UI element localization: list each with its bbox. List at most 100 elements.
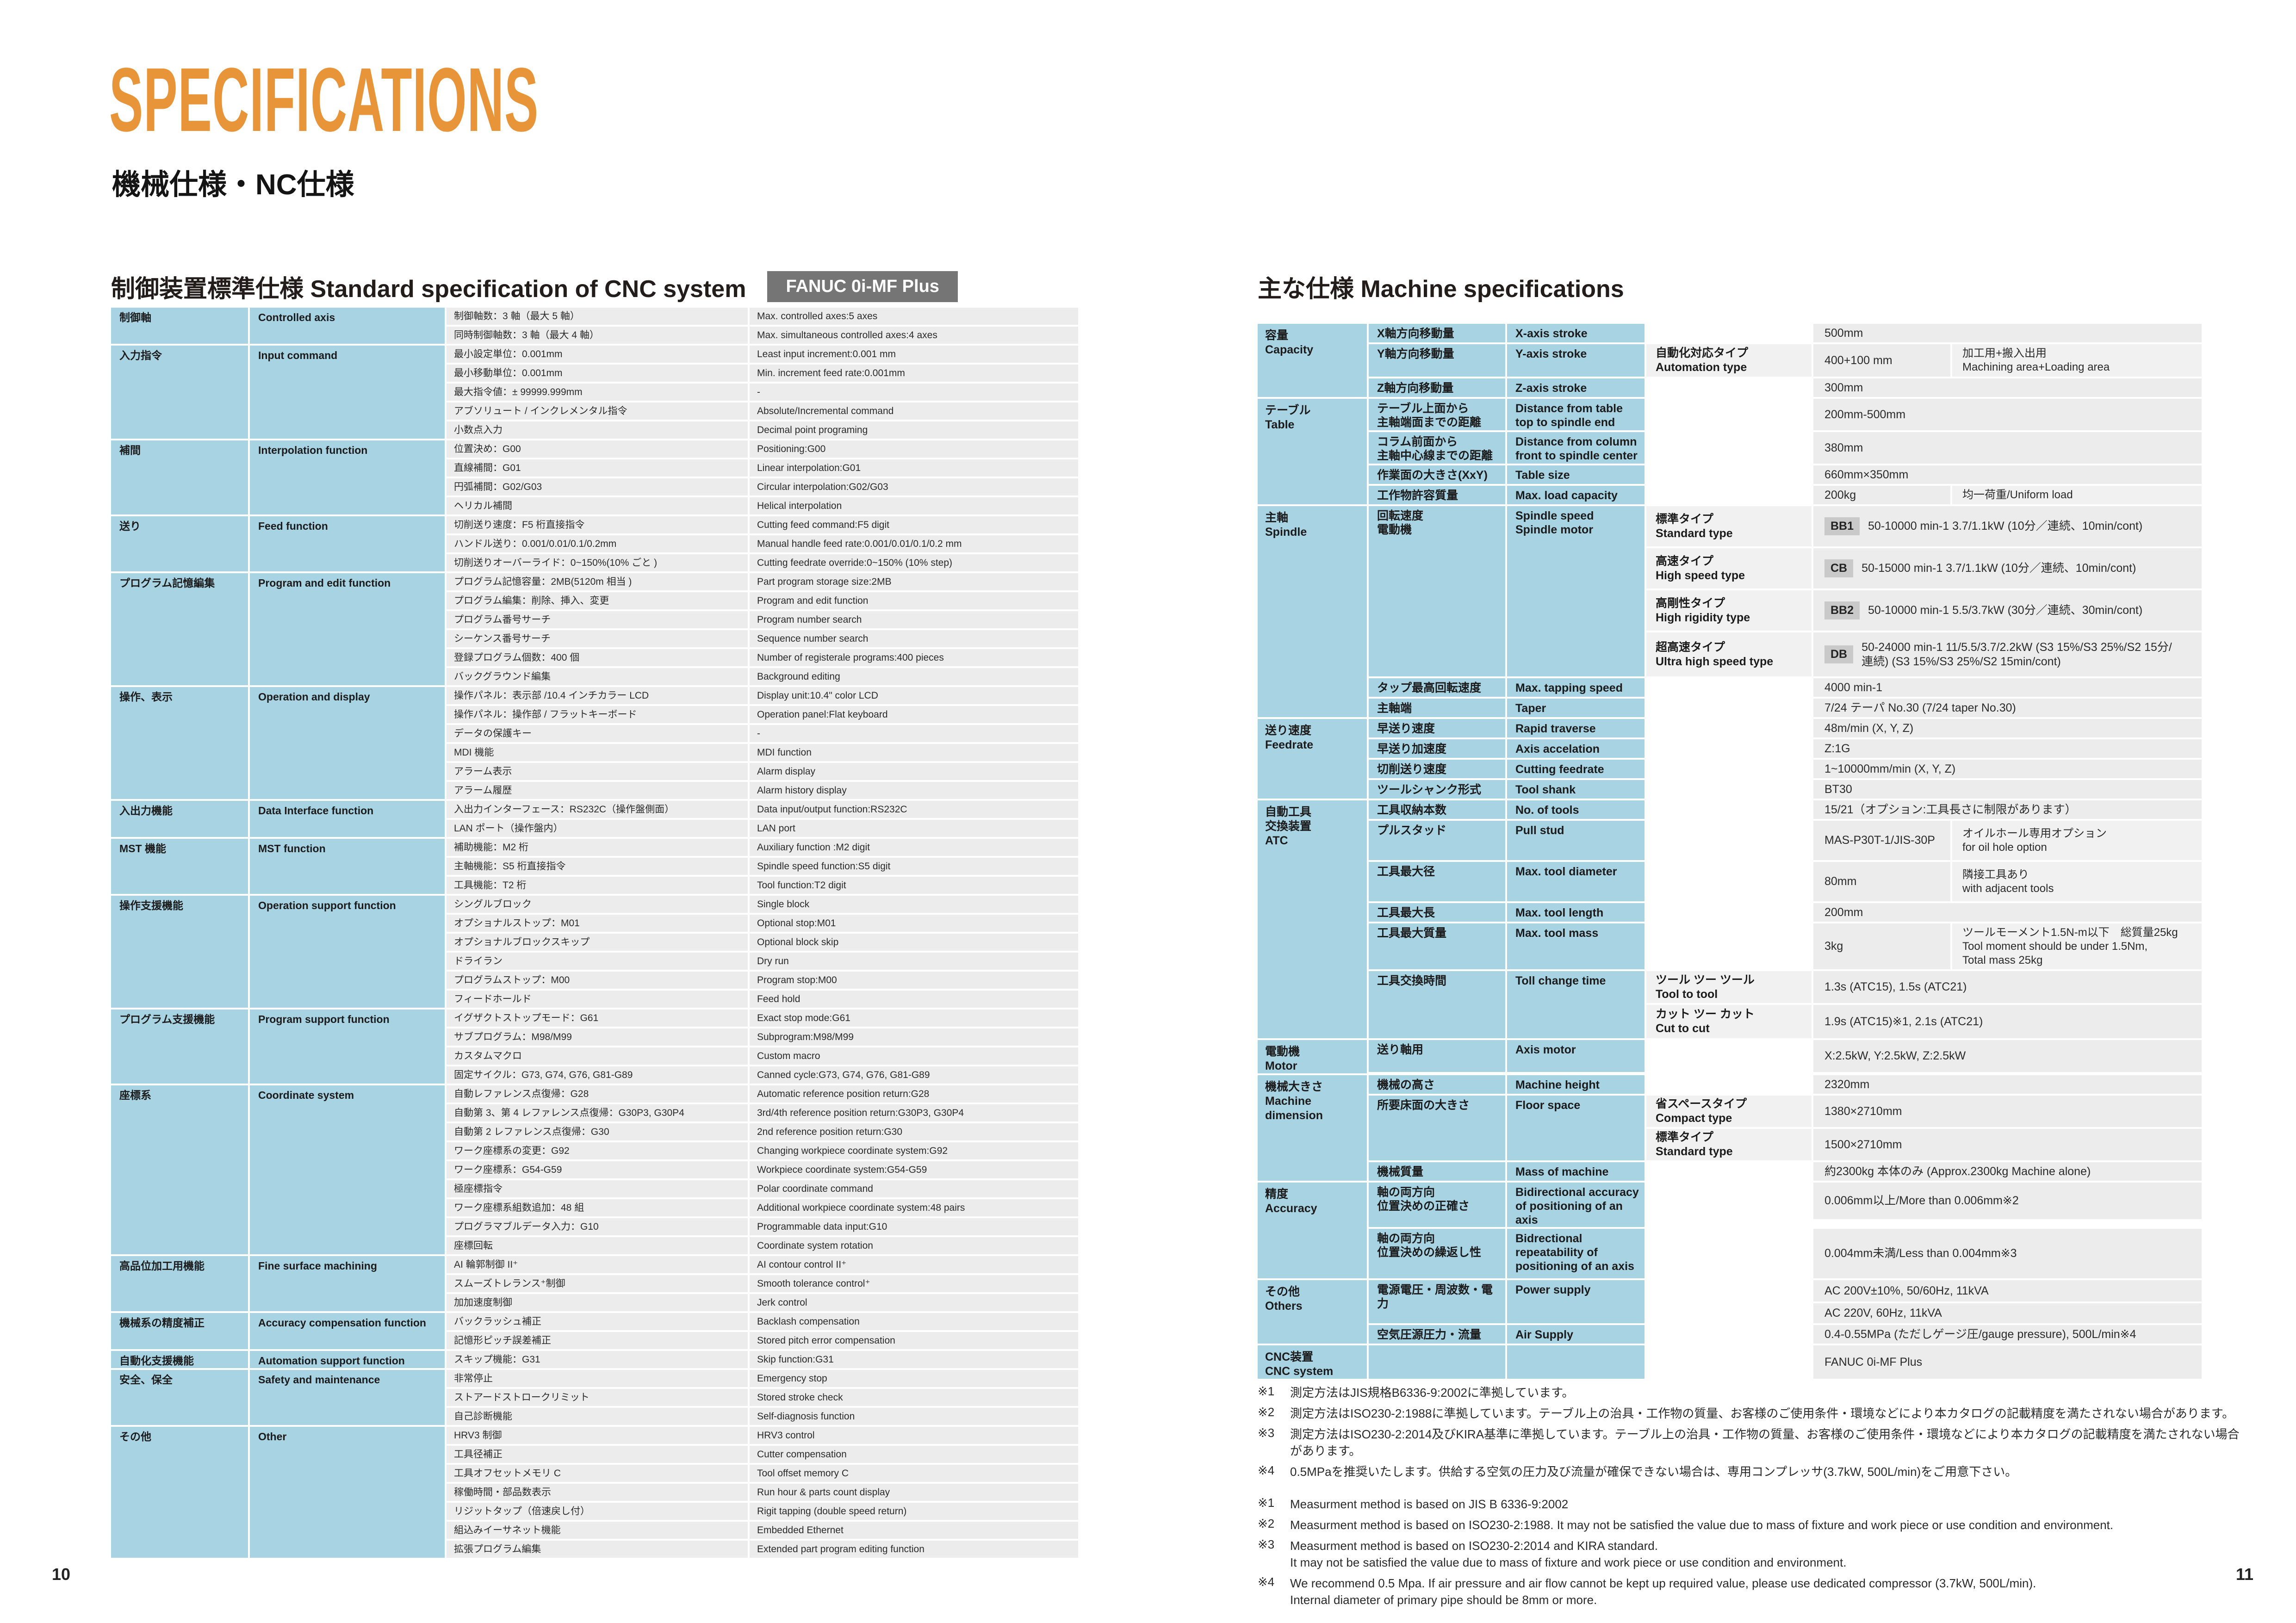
footnote-line: ※4 We recommend 0.5 Mpa. If air pressure …	[1258, 1575, 2243, 1608]
spec-row: アラーム履歴 Alarm history display	[447, 782, 1078, 799]
spec-label-jp: プログラム記憶容量：2MB(5120m 相当 )	[447, 573, 750, 590]
spec-label-en: Stored pitch error compensation	[750, 1332, 1078, 1349]
note-cell: 加工用+搬入出用 Machining area+Loading area	[1952, 344, 2202, 377]
spec-label-jp: アラーム履歴	[447, 782, 750, 799]
footnote-text: 0.5MPaを推奨いたします。供給する空気の圧力及び流量が確保できない場合は、専…	[1290, 1465, 2017, 1479]
footnote-text: 測定方法はISO230-2:2014及びKIRA基準に準拠しています。テーブル上…	[1290, 1427, 2240, 1458]
spec-value-text: 1.9s (ATC15)※1, 2.1s (ATC21)	[1824, 1015, 1983, 1028]
spec-label-en: Circular interpolation:G02/G03	[750, 478, 1078, 496]
subitem-label-jp: 主軸端	[1369, 699, 1507, 717]
machine-spec-value-row: 標準タイプ Standard type BB1 50-10000 min-1 3.7…	[1646, 506, 2202, 546]
machine-spec-row: 送り軸用 Axis motor X:2.5kW, Y:2.5kW, Z:2.5kW	[1369, 1040, 2202, 1072]
machine-spec-row: Y軸方向移動量 Y-axis stroke 自動化対応タイプ Automation …	[1369, 344, 2202, 377]
spec-value-text: Z:1G	[1824, 742, 1850, 755]
spec-label-jp: 工具径補正	[447, 1446, 750, 1463]
spec-row: オプショナルブロックスキップ Optional block skip	[447, 934, 1078, 951]
subitem-label-jp: 早送り速度	[1369, 719, 1507, 737]
spec-row: サブプログラム：M98/M99 Subprogram:M98/M99	[447, 1028, 1078, 1046]
value-cell: 0.006mm以上/More than 0.006mm※2	[1813, 1183, 2202, 1219]
spec-value-text: 1380×2710mm	[1824, 1104, 1902, 1118]
machine-category-jp: 主軸	[1265, 511, 1289, 524]
machine-spec-value-row: 1~10000mm/min (X, Y, Z)	[1646, 760, 2202, 778]
cnc-spec-rows: プログラム記憶容量：2MB(5120m 相当 ) Part program sto…	[447, 573, 1078, 685]
spec-value-text: 50-24000 min-1 11/5.5/3.7/2.2kW (S3 15%/…	[1862, 640, 2172, 668]
subitem-label-jp: タップ最高回転速度	[1369, 678, 1507, 697]
subitem-label-jp: Z軸方向移動量	[1369, 378, 1507, 397]
subitem-label-jp: テーブル上面から 主軸端面までの距離	[1369, 399, 1507, 430]
spindle-type-badge: DB	[1824, 645, 1854, 663]
spec-label-jp: スムーズトレランス⁺制御	[447, 1275, 750, 1292]
value-cell: 0.4-0.55MPa (ただしゲージ圧/gauge pressure), 50…	[1813, 1325, 2202, 1344]
cnc-spec-group: プログラム記憶編集 Program and edit function プログラム記…	[111, 573, 1078, 685]
cnc-spec-rows: HRV3 制御 HRV3 control 工具径補正 Cutter compensat…	[447, 1427, 1078, 1558]
spec-label-jp: 切削送り速度：F5 桁直接指令	[447, 516, 750, 533]
machine-spec-value-row: 省スペースタイプ Compact type 1380×2710mm	[1646, 1096, 2202, 1127]
category-label-en: Safety and maintenance	[250, 1370, 447, 1425]
spec-label-jp: 記憶形ピッチ誤差補正	[447, 1332, 750, 1349]
machine-spec-value-row: FANUC 0i-MF Plus	[1646, 1345, 2202, 1379]
spec-label-jp: HRV3 制御	[447, 1427, 750, 1444]
machine-spec-table: 容量 Capacity X軸方向移動量 X-axis stroke 500mm Y軸方向移…	[1258, 324, 2202, 1381]
spec-value-text: 1500×2710mm	[1824, 1138, 1902, 1151]
footnote-line: ※4 0.5MPaを推奨いたします。供給する空気の圧力及び流量が確保できない場合は…	[1258, 1463, 2243, 1480]
spec-label-en: Custom macro	[750, 1047, 1078, 1065]
spec-label-en: Subprogram:M98/M99	[750, 1028, 1078, 1046]
cnc-spec-rows: 制御軸数：3 軸（最大 5 軸） Max. controlled axes:5 a…	[447, 308, 1078, 344]
footnote-mark: ※3	[1258, 1426, 1275, 1440]
spec-value-text: AC 220V, 60Hz, 11kVA	[1824, 1307, 1942, 1319]
value-cell: FANUC 0i-MF Plus	[1813, 1345, 2202, 1379]
subitem-label-jp: 軸の両方向 位置決めの正確さ	[1369, 1183, 1507, 1227]
spec-label-en: Optional stop:M01	[750, 915, 1078, 932]
machine-spec-row: 早送り速度 Rapid traverse 48m/min (X, Y, Z)	[1369, 719, 2202, 737]
machine-spec-value-row: 0.006mm以上/More than 0.006mm※2	[1646, 1183, 2202, 1219]
spec-label-en: Automatic reference position return:G28	[750, 1085, 1078, 1103]
machine-spec-value-row: 高速タイプ High speed type CB 50-15000 min-1 3.…	[1646, 548, 2202, 588]
cnc-spec-group: 補間 Interpolation function 位置決め：G00 Position…	[111, 440, 1078, 514]
spec-label-jp: プログラムストップ：M00	[447, 972, 750, 989]
type-cell	[1646, 1345, 1813, 1379]
machine-category-jp: 機械大きさ	[1265, 1080, 1323, 1093]
machine-spec-content: 200mm-500mm	[1646, 399, 2202, 430]
machine-category-en: Machine dimension	[1265, 1095, 1323, 1122]
footnote-line: ※3 測定方法はISO230-2:2014及びKIRA基準に準拠しています。テーブ…	[1258, 1426, 2243, 1459]
type-cell: 超高速タイプ Ultra high speed type	[1646, 632, 1813, 676]
value-cell: 1380×2710mm	[1813, 1096, 2202, 1127]
spec-row: 円弧補間：G02/G03 Circular interpolation:G02/G…	[447, 478, 1078, 496]
category-label-en: Interpolation function	[250, 440, 447, 514]
subitem-label-jp: 工具最大質量	[1369, 923, 1507, 969]
machine-spec-content: 380mm	[1646, 432, 2202, 464]
value-cell: 約2300kg 本体のみ (Approx.2300kg Machine alon…	[1813, 1162, 2202, 1181]
machine-spec-row: 工具最大質量 Max. tool mass 3kg ツールモーメント1.5N-m以下 …	[1369, 923, 2202, 969]
machine-spec-rows: 回転速度 電動機 Spindle speed Spindle motor 標準タイプ…	[1369, 506, 2202, 717]
cnc-spec-group: 機械系の精度補正 Accuracy compensation function バッ…	[111, 1313, 1078, 1349]
spec-row: バックラッシュ補正 Backlash compensation	[447, 1313, 1078, 1330]
category-label-en: Controlled axis	[250, 308, 447, 344]
machine-spec-value-row: 380mm	[1646, 432, 2202, 464]
cnc-spec-group: 座標系 Coordinate system 自動レファレンス点復帰：G28 Autom…	[111, 1085, 1078, 1254]
spec-label-en: Programmable data input:G10	[750, 1218, 1078, 1235]
machine-spec-row: 工作物許容質量 Max. load capacity 200kg 均一荷重/Unifo…	[1369, 486, 2202, 504]
spec-label-en: MDI function	[750, 744, 1078, 761]
machine-spec-row: 電源電圧・周波数・電力 Power supply AC 200V±10%, 50/6…	[1369, 1280, 2202, 1323]
machine-spec-row: FANUC 0i-MF Plus	[1369, 1345, 2202, 1379]
spec-label-jp: AI 輪郭制御 II⁺	[447, 1256, 750, 1273]
spec-label-en: Linear interpolation:G01	[750, 459, 1078, 477]
spec-row: ストアードストロークリミット Stored stroke check	[447, 1389, 1078, 1406]
machine-spec-rows: FANUC 0i-MF Plus	[1369, 1345, 2202, 1379]
value-cell: BB2 50-10000 min-1 5.5/3.7kW (30分／連続、30mi…	[1813, 590, 2202, 631]
machine-category-jp: CNC装置	[1265, 1350, 1314, 1363]
machine-spec-value-row: BT30	[1646, 780, 2202, 799]
spec-row: 座標回転 Coordinate system rotation	[447, 1237, 1078, 1254]
spec-value-text: 4000 min-1	[1824, 681, 1883, 694]
spec-label-en: Run hour & parts count display	[750, 1484, 1078, 1501]
category-label-jp: プログラム支援機能	[111, 1010, 250, 1084]
subitem-label-jp: 工具最大径	[1369, 862, 1507, 901]
machine-category-cell: 送り速度 Feedrate	[1258, 719, 1369, 799]
machine-category-en: Others	[1265, 1300, 1303, 1313]
spec-label-jp: リジットタップ（倍速戻し付）	[447, 1503, 750, 1520]
subitem-label-jp: 工具最大長	[1369, 903, 1507, 922]
spec-row: 直線補間：G01 Linear interpolation:G01	[447, 459, 1078, 477]
spec-label-jp: 操作パネル：表示部 /10.4 インチカラー LCD	[447, 687, 750, 704]
spec-label-en: Cutter compensation	[750, 1446, 1078, 1463]
machine-spec-value-row: 標準タイプ Standard type 1500×2710mm	[1646, 1129, 2202, 1160]
